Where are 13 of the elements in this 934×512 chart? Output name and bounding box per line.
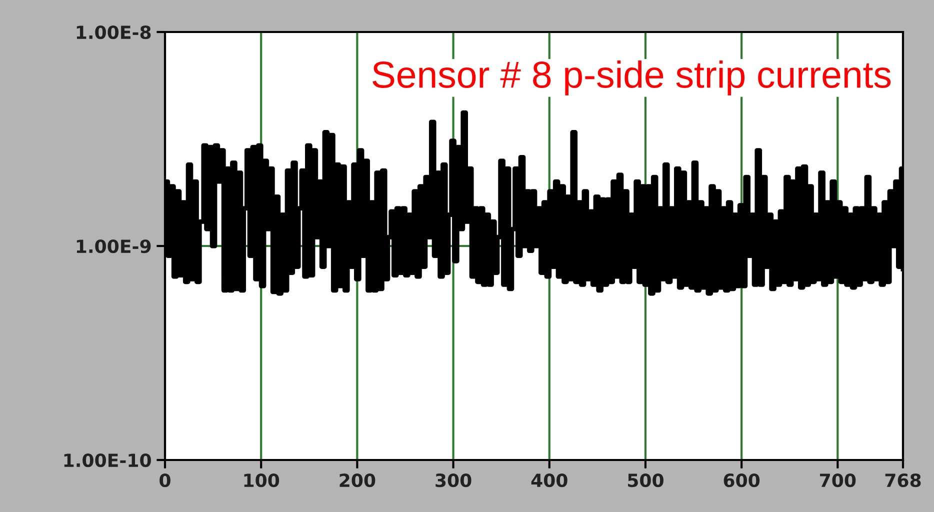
x-tick-label: 200: [340, 474, 376, 488]
x-tick-label: 600: [724, 474, 760, 488]
x-tick-label: 300: [436, 474, 472, 488]
x-tick-label: 700: [820, 474, 856, 488]
text: Sensor # 8 p-side strip currents: [372, 60, 891, 96]
x-tick-label: 100: [244, 474, 280, 488]
x-tick-label: 768: [885, 474, 921, 488]
y-tick-label: 1.00E-9: [76, 239, 151, 254]
y-tick-label: 1.00E-8: [76, 25, 151, 40]
x-tick-label: 500: [628, 474, 664, 488]
y-tick-label: 1.00E-10: [64, 453, 151, 468]
x-tick-label: 400: [531, 474, 568, 488]
x-tick-label: 0: [160, 474, 170, 488]
